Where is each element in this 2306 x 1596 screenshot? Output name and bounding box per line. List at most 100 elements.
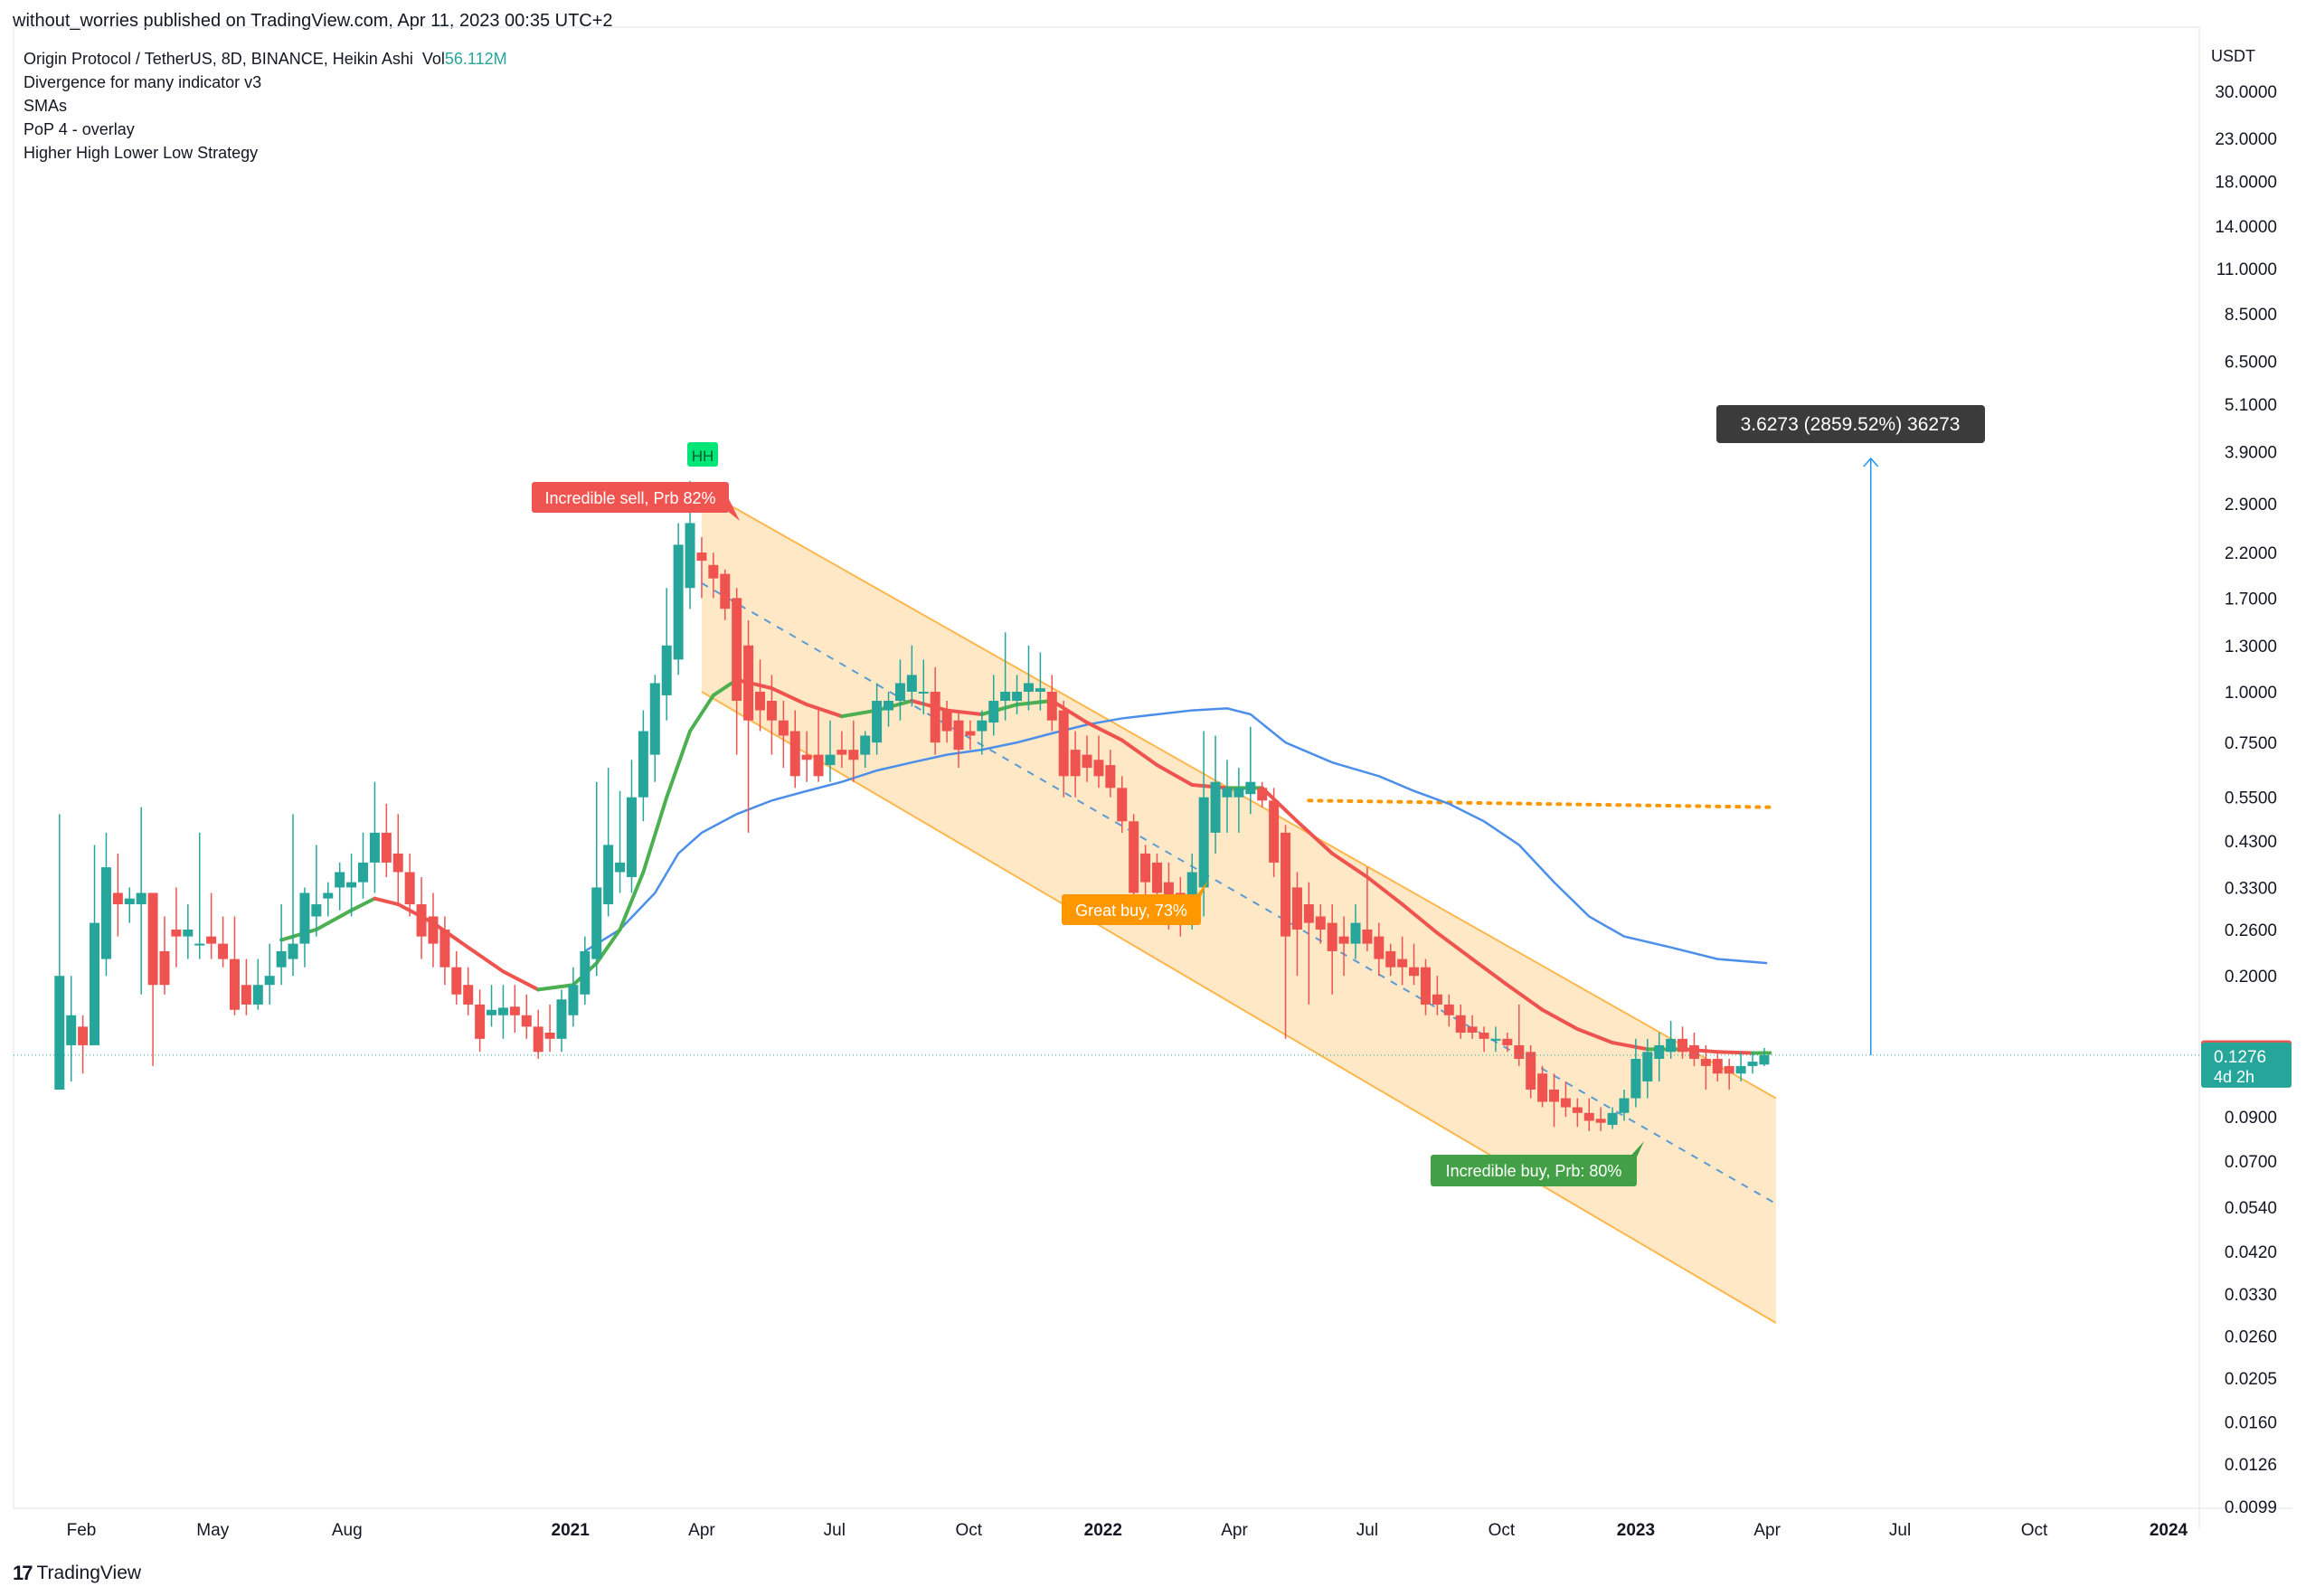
candle-body [568,985,579,1015]
candle-body [649,683,660,755]
candle-body [509,1006,520,1015]
candle-body [848,750,859,760]
candle-body [206,936,217,944]
hh-label[interactable] [687,442,718,467]
indicator-legend-smas[interactable]: SMAs [24,97,68,115]
incredible-buy-label[interactable] [1431,1155,1637,1186]
indicator-legend-hhll[interactable]: Higher High Lower Low Strategy [24,144,259,162]
candle-body [673,544,684,660]
candle-body [1595,1119,1606,1123]
price-tick-label: 30.0000 [2215,83,2277,102]
price-tick-label: 0.2600 [2225,921,2277,940]
price-tick-label: 6.5000 [2225,354,2277,373]
candle-body [1281,832,1291,937]
candle-body [708,564,719,579]
price-tick-label: 2.9000 [2225,496,2277,515]
candle-body [1082,754,1092,769]
price-tick-label: 0.4300 [2225,833,2277,852]
sma-fast-segment [501,969,541,992]
candle-body [591,887,602,959]
candle-body [789,731,800,777]
time-tick-label: Feb [67,1521,97,1540]
candle-body [439,929,450,968]
indicator-legend-pop[interactable]: PoP 4 - overlay [24,120,135,138]
candle-body [1093,760,1104,777]
candle-body [872,701,883,743]
price-axis-currency: USDT [2211,47,2255,65]
candle-body [1712,1058,1723,1074]
sma-fast-segment [1611,1041,1649,1052]
candle-body [685,523,695,589]
candle-body [1397,959,1408,968]
buy-label-pointer [1626,1141,1644,1161]
candle-body [1269,800,1280,863]
countdown-text: 4d 2h [2214,1068,2254,1086]
time-tick-label: 2023 [1617,1521,1655,1540]
price-tick-label: 5.1000 [2225,396,2277,415]
price-tick-label: 1.3000 [2225,637,2277,656]
incredible-sell-label[interactable] [532,482,729,513]
price-tick-label: 0.0900 [2225,1109,2277,1128]
price-tick-label: 0.0540 [2225,1199,2277,1218]
candle-body [732,598,742,702]
candle-body [1046,691,1057,721]
price-tick-label: 0.0099 [2225,1498,2277,1517]
great-buy-label-text: Great buy, 73% [1075,902,1187,920]
candle-body [977,720,988,732]
indicator-legend-divergence[interactable]: Divergence for many indicator v3 [24,73,262,91]
candle-body [1163,882,1174,905]
candle-body [1537,1073,1548,1102]
candle-body [90,922,100,1045]
candle-body [720,573,731,609]
sma-fast-segment [1435,930,1475,961]
symbol-legend[interactable]: Origin Protocol / TetherUS, 8D, BINANCE,… [24,47,507,71]
candle-body [1129,821,1139,893]
candle-body [1023,683,1034,692]
candle-body [475,1004,486,1039]
candle-body [1724,1065,1734,1074]
candle-body [755,691,766,711]
sma-fast-segment [1715,1050,1755,1055]
candle-body [556,999,567,1039]
channel-middle-line [701,582,1777,1205]
candle-body [1619,1098,1630,1113]
candle-body [1455,1015,1466,1033]
candle-body [1315,916,1326,930]
candle-body [1490,1038,1501,1041]
sma-fast-segment [349,896,377,912]
sma-fast-segment [279,927,318,942]
candle-body [1479,1032,1489,1039]
sma-fast-segment [1505,983,1545,1012]
tradingview-brand: TradingView [36,1563,142,1583]
candle-body [54,976,65,1090]
sma-fast-segment [1575,1026,1615,1045]
sma-fast-segment [1295,819,1335,855]
sma-fast-segment [641,795,669,874]
sma-fast-segment [1470,957,1509,987]
candle-body [1607,1112,1618,1125]
tradingview-logo[interactable]: 17 TradingView [13,1562,141,1585]
price-tick-label: 0.0126 [2225,1456,2277,1475]
candle-body [1443,1004,1454,1015]
candle-body [743,645,754,721]
candle-body [801,754,812,760]
candle-body [183,929,194,937]
sma-fast-segment [1365,874,1404,907]
candle-body [825,754,836,766]
candle-body [1350,922,1361,944]
great-buy-label[interactable] [1062,894,1201,925]
candle-body [311,904,322,917]
candle-body [335,872,345,888]
sma-fast-segment [874,699,914,713]
pop-overlay-line [1307,798,1772,809]
candle-body [428,916,439,944]
sma-fast-segment [734,677,774,691]
sma-fast-segment [1540,1007,1580,1031]
sma-fast-segment [373,896,401,907]
candle-body [381,832,392,863]
sma-fast-segment [688,693,715,733]
sma-fast-segment [805,703,844,719]
sma-fast-segment [396,902,435,925]
price-tick-label: 1.0000 [2225,684,2277,703]
